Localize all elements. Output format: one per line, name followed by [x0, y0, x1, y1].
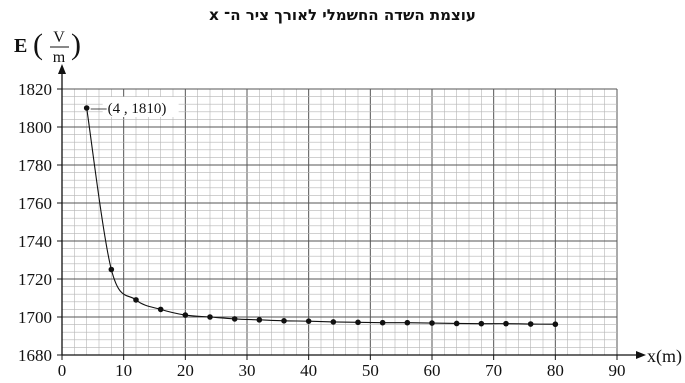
- y-axis-symbol: E: [14, 35, 27, 57]
- data-point: [133, 297, 139, 303]
- data-point: [527, 321, 534, 327]
- tick-labels: 0 10 20 30 40 50 60 70 80 90 1680 1700 1720 1740 1760 1…: [18, 80, 626, 380]
- y-tick-label: 1800: [18, 118, 52, 137]
- data-point: [552, 321, 559, 328]
- x-axis-label: x(m): [647, 346, 682, 367]
- x-tick-label: 10: [115, 361, 132, 380]
- data-point: [256, 317, 263, 323]
- x-axis-arrow: [636, 351, 646, 359]
- x-tick-label: 0: [58, 361, 67, 380]
- data-point: [330, 319, 337, 325]
- y-tick-label: 1760: [18, 194, 52, 213]
- y-tick-label: 1820: [18, 80, 52, 99]
- grid: [61, 88, 618, 356]
- y-unit-denominator: m: [53, 49, 66, 66]
- data-point: [429, 320, 435, 326]
- annotation-label: (4 , 1810): [108, 101, 167, 117]
- data-point: [182, 312, 189, 318]
- data-point: [108, 266, 115, 273]
- y-axis-arrow: [58, 64, 66, 74]
- x-tick-label: 40: [300, 361, 317, 380]
- chart-title: עוצמת השדה החשמלי לאורך ציר ה־ x: [209, 6, 476, 24]
- data-point: [379, 319, 386, 326]
- data-point: [453, 320, 460, 327]
- annotation-layer: (4 , 1810): [90, 97, 179, 117]
- y-tick-label: 1700: [18, 308, 52, 327]
- data-point: [231, 316, 238, 322]
- y-tick-label: 1780: [18, 156, 52, 175]
- data-points: [83, 105, 559, 328]
- data-point: [281, 318, 287, 324]
- axes: [58, 64, 646, 359]
- x-tick-label: 90: [609, 361, 626, 380]
- x-tick-label: 60: [424, 361, 441, 380]
- data-point: [478, 320, 485, 327]
- x-tick-label: 70: [485, 361, 502, 380]
- y-tick-label: 1740: [18, 232, 52, 251]
- annotation-background: [102, 97, 179, 117]
- data-point: [207, 314, 213, 320]
- data-point: [83, 105, 90, 111]
- data-point: [404, 319, 411, 326]
- data-point: [503, 320, 509, 327]
- x-tick-label: 30: [239, 361, 256, 380]
- y-tick-label: 1680: [18, 346, 52, 365]
- trend-curve: [86, 107, 556, 325]
- y-axis-label: E ( V m ): [14, 28, 81, 66]
- y-unit-left-paren: (: [33, 28, 43, 61]
- trend-curve-layer: [86, 107, 556, 325]
- x-tick-label: 80: [547, 361, 564, 380]
- x-tick-label: 20: [177, 361, 194, 380]
- y-unit-numerator: V: [53, 29, 65, 46]
- data-point: [355, 319, 361, 326]
- data-point: [157, 306, 164, 313]
- x-tick-label: 50: [362, 361, 379, 380]
- y-unit-right-paren: ): [71, 28, 81, 61]
- data-point: [305, 318, 312, 324]
- y-tick-label: 1720: [18, 270, 52, 289]
